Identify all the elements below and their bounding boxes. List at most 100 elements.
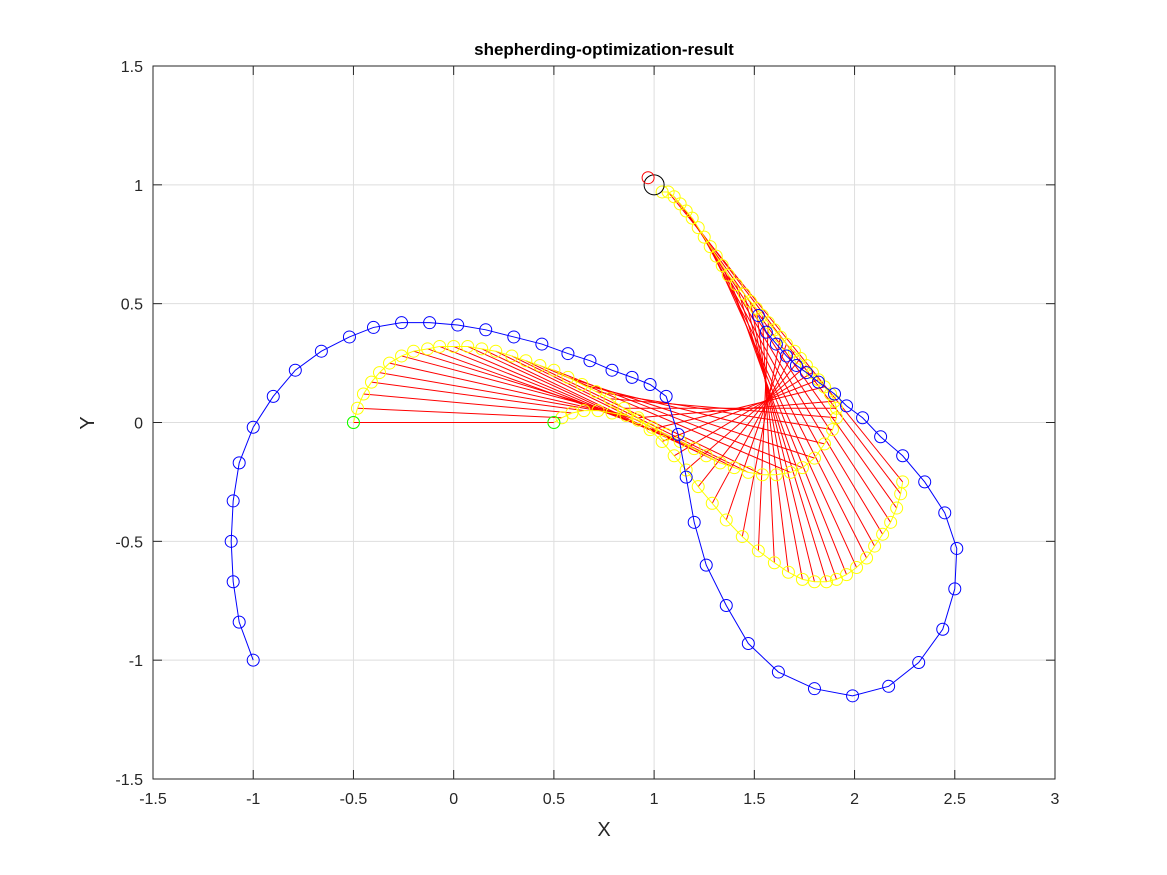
sheep-marker (795, 461, 809, 475)
shepherd-marker (874, 430, 888, 444)
sheep-marker (383, 356, 397, 370)
shepherd-marker (246, 653, 260, 667)
sheep-marker (577, 404, 591, 418)
shepherd-marker (314, 344, 328, 358)
start-marker (346, 416, 360, 429)
shepherd-marker (266, 389, 280, 403)
sheep-marker (603, 392, 617, 406)
shepherd-marker (882, 679, 896, 693)
shepherd-path-line (230, 315, 958, 697)
sheep-marker (617, 401, 631, 415)
sheep-marker (817, 437, 831, 451)
y-tick-label: -0.5 (115, 534, 143, 551)
link-line (661, 379, 819, 442)
sheep-marker (850, 560, 864, 574)
sheep-marker (840, 568, 854, 582)
shepherd-marker (226, 494, 240, 508)
sheep-marker (687, 442, 701, 456)
y-tick-label: -1 (129, 653, 143, 670)
sheep-marker (729, 278, 743, 292)
x-tick-label: 1 (650, 791, 659, 808)
shepherd-marker (232, 456, 246, 470)
sheep-marker (691, 221, 705, 235)
sheep-marker (655, 185, 669, 199)
shepherd-marker (226, 575, 240, 589)
sheep-marker (350, 401, 364, 415)
shepherd-marker (451, 318, 465, 332)
link-line (685, 365, 807, 471)
sheep-marker (591, 404, 605, 418)
sheep-marker (703, 240, 717, 254)
sheep-marker (826, 423, 840, 437)
sheep-marker (461, 339, 475, 353)
plot-area (224, 171, 964, 703)
ticks: -1.5 -1 -0.5 0 0.5 1 1.5 2 2.5 3 -1.5 -1 -0.5 0 0.5 1 1.… (115, 59, 1059, 808)
shepherd-marker (671, 427, 685, 441)
link-line (679, 203, 898, 509)
shepherd-marker (699, 558, 713, 572)
shepherd-marker (643, 377, 657, 391)
link-line (703, 236, 868, 559)
sheep-marker (619, 408, 633, 422)
shepherd-marker (811, 375, 825, 389)
link-line (741, 336, 781, 537)
shepherd-marker (535, 337, 549, 351)
sheep-marker (519, 354, 533, 368)
shepherd-marker (938, 506, 952, 520)
shepherd-marker (423, 316, 437, 330)
sheep-marker (699, 449, 713, 463)
sheep-marker (828, 394, 842, 408)
sheep-marker (769, 468, 783, 482)
sheep-marker (719, 513, 733, 527)
sheep-marker (721, 268, 735, 282)
shepherd-marker (948, 582, 962, 596)
shepherd-marker (679, 470, 693, 484)
start-marker (547, 416, 561, 429)
sheep-marker (356, 387, 370, 401)
shepherd-marker (771, 665, 785, 679)
link-line (389, 362, 613, 414)
sheep-marker (830, 401, 844, 415)
shepherd-marker (395, 316, 409, 330)
sheep-marker (533, 358, 547, 372)
shepherd-marker (789, 358, 803, 372)
y-tick-label: 1.5 (121, 59, 143, 76)
shepherd-marker (224, 534, 238, 548)
link-line (495, 350, 735, 469)
sheep-marker (709, 249, 723, 263)
sheep-marker (407, 344, 421, 358)
shepherd-marker (828, 387, 842, 401)
shepherd-marker (659, 389, 673, 403)
sheep-marker (364, 375, 378, 389)
x-tick-label: -0.5 (340, 791, 368, 808)
sheep-marker (890, 501, 904, 515)
x-tick-label: 0 (449, 791, 458, 808)
link-line (363, 393, 572, 414)
shepherd-marker (950, 541, 964, 555)
link-line (379, 372, 599, 412)
sheep-marker (373, 366, 387, 380)
link-line (673, 372, 813, 457)
link-line (638, 400, 835, 419)
sheep-marker (697, 230, 711, 244)
link-line (735, 284, 827, 582)
shepherd-marker (561, 347, 575, 361)
shepherd-marker (687, 515, 701, 529)
y-tick-label: -1.5 (115, 772, 143, 789)
shepherd-marker (912, 656, 926, 670)
sheep-marker (860, 551, 874, 565)
link-line (581, 383, 825, 445)
x-tick-label: 3 (1051, 791, 1060, 808)
sheep-marker (667, 449, 681, 463)
sheep-marker (505, 349, 519, 363)
shepherd-marker (719, 599, 733, 613)
y-tick-label: 1 (134, 178, 143, 195)
sheep-marker (884, 515, 898, 529)
shepherd-marker (232, 615, 246, 629)
shepherd-marker (741, 637, 755, 651)
sheep-marker (589, 385, 603, 399)
shepherd-marker (625, 370, 639, 384)
sheep-marker (787, 344, 801, 358)
sheep-marker (735, 530, 749, 544)
